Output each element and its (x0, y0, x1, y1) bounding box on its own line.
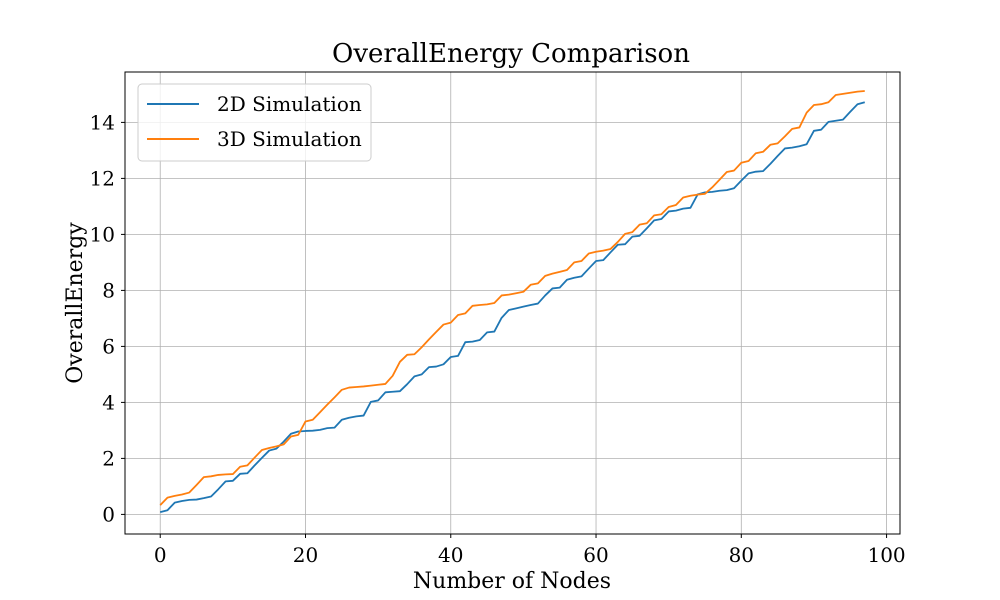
x-tick-label: 100 (867, 543, 905, 567)
axis-ticks: 0 20 40 60 80 100 0 2 4 6 8 10 12 14 (90, 110, 906, 567)
y-tick-label: 6 (102, 334, 115, 358)
y-tick-label: 14 (90, 110, 115, 134)
series-line-3d-simulation (159, 90, 865, 506)
legend-label-3d-simulation: 3D Simulation (217, 127, 362, 151)
y-axis-label: OverallEnergy (63, 222, 88, 384)
legend-label-2d-simulation: 2D Simulation (217, 92, 362, 116)
series-lines (159, 90, 866, 514)
x-tick-label: 20 (293, 543, 318, 567)
x-tick-label: 40 (438, 543, 463, 567)
x-axis-label: Number of Nodes (413, 569, 611, 594)
plot-area-frame (124, 71, 901, 535)
x-tick-label: 0 (154, 543, 167, 567)
x-tick-label: 60 (583, 543, 608, 567)
y-tick-label: 8 (102, 278, 115, 302)
series-line-2d-simulation (159, 101, 866, 514)
y-tick-label: 2 (102, 446, 115, 470)
x-tick-label: 80 (729, 543, 754, 567)
chart-title: OverallEnergy Comparison (332, 39, 690, 69)
y-tick-label: 4 (102, 390, 115, 414)
y-tick-label: 0 (102, 502, 115, 526)
y-tick-label: 12 (90, 166, 115, 190)
y-tick-label: 10 (90, 222, 115, 246)
legend: 2D Simulation 3D Simulation (137, 83, 372, 162)
